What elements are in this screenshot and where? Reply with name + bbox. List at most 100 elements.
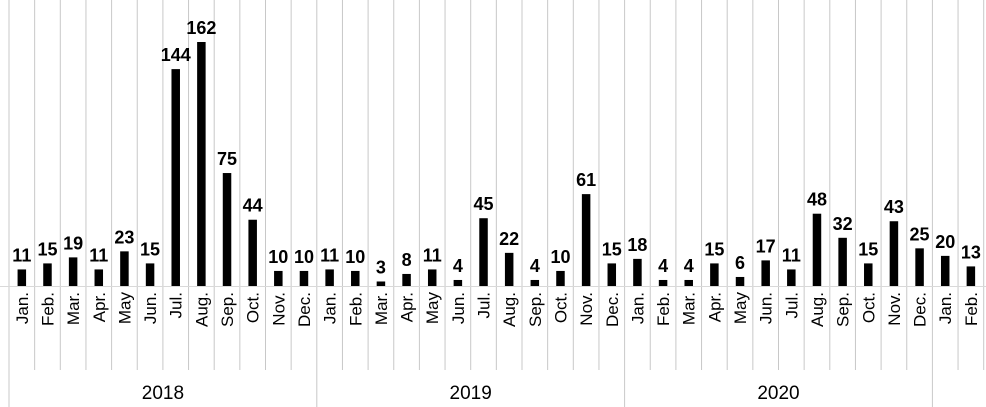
bar: [351, 270, 360, 286]
month-label: Oct.: [859, 292, 878, 323]
month-label: Oct.: [551, 292, 570, 323]
month-label: Jul.: [167, 292, 186, 318]
bar: [427, 269, 437, 286]
bar: [530, 279, 540, 286]
month-label: May: [115, 292, 134, 325]
month-label: Oct.: [244, 292, 263, 323]
month-label: Mar.: [372, 292, 391, 325]
value-label: 75: [217, 149, 237, 169]
value-label: 10: [550, 247, 570, 267]
month-label: Jan.: [628, 292, 647, 324]
year-labels-group: 2018201920202021: [142, 383, 800, 404]
value-label: 15: [602, 239, 622, 259]
value-label: 144: [161, 45, 191, 65]
bar: [274, 270, 283, 286]
bar: [581, 194, 591, 286]
value-label: 43: [884, 197, 904, 217]
month-label: Dec.: [603, 292, 622, 327]
month-label: Feb.: [962, 292, 981, 326]
year-label: 2020: [757, 383, 799, 404]
bars-group: [17, 42, 976, 286]
bar: [479, 218, 488, 286]
bar: [864, 263, 873, 286]
value-label: 11: [320, 245, 339, 265]
month-label: Nov.: [885, 292, 904, 326]
bar: [889, 221, 899, 286]
month-label: Jan.: [936, 292, 955, 324]
value-label: 11: [12, 245, 31, 265]
month-label: Feb.: [38, 292, 57, 326]
bar: [171, 69, 180, 286]
value-label: 20: [935, 232, 955, 252]
bar: [761, 260, 770, 286]
month-label: Aug.: [192, 292, 211, 327]
value-label: 15: [704, 239, 724, 259]
value-label: 3: [376, 257, 386, 277]
value-label: 6: [735, 253, 745, 273]
bar: [376, 281, 386, 286]
bar: [299, 270, 309, 286]
month-label: Sep.: [834, 292, 853, 327]
value-label: 32: [833, 214, 853, 234]
value-label: 48: [807, 190, 827, 210]
bar: [94, 269, 104, 286]
bar: [838, 237, 847, 286]
month-label: Feb.: [654, 292, 673, 326]
month-label: Sep.: [526, 292, 545, 327]
value-label: 15: [140, 239, 160, 259]
value-label: 162: [186, 18, 216, 38]
bar: [915, 248, 924, 286]
month-label: Dec.: [911, 292, 930, 327]
value-label: 13: [961, 242, 981, 262]
month-label: May: [423, 292, 442, 325]
bar: [248, 219, 257, 286]
value-label: 11: [89, 245, 108, 265]
month-label: Dec.: [295, 292, 314, 327]
value-label: 4: [684, 256, 694, 276]
bar: [607, 263, 617, 286]
bar: [453, 279, 463, 286]
value-label: 22: [499, 229, 519, 249]
month-label: Jun.: [141, 292, 160, 324]
month-label: Aug.: [808, 292, 827, 327]
value-label: 18: [627, 235, 647, 255]
bar: [43, 263, 52, 286]
value-label: 17: [756, 236, 776, 256]
bar: [197, 42, 206, 286]
bar: [710, 263, 719, 286]
bar: [68, 257, 78, 286]
value-label: 23: [114, 227, 134, 247]
bar: [812, 213, 822, 286]
month-label: Jun.: [757, 292, 776, 324]
value-label: 4: [530, 256, 540, 276]
value-label: 4: [658, 256, 668, 276]
value-label: 10: [268, 247, 288, 267]
bar: [120, 251, 129, 286]
bar: [504, 252, 514, 286]
value-label: 11: [782, 245, 801, 265]
value-label: 25: [910, 224, 930, 244]
month-labels-group: Jan. Feb. Mar. Apr. May Jun. Jul. Aug. Sep. Oct. N…: [13, 292, 981, 327]
month-label: Sep.: [218, 292, 237, 327]
month-label: Feb.: [346, 292, 365, 326]
value-label: 19: [63, 233, 83, 253]
bar: [402, 273, 411, 286]
month-label: Nov.: [269, 292, 288, 326]
value-label: 15: [858, 239, 878, 259]
bar: [145, 263, 155, 286]
month-label: Jan.: [321, 292, 340, 324]
value-label: 4: [453, 256, 463, 276]
bar: [658, 279, 668, 286]
value-label: 8: [402, 250, 412, 270]
month-label: Apr.: [705, 292, 724, 322]
bar: [940, 255, 950, 286]
year-label: 2019: [450, 383, 492, 404]
value-label: 44: [243, 196, 263, 216]
value-label: 61: [576, 170, 596, 190]
month-label: Jul.: [475, 292, 494, 318]
month-label: Aug.: [500, 292, 519, 327]
bar: [684, 279, 693, 286]
